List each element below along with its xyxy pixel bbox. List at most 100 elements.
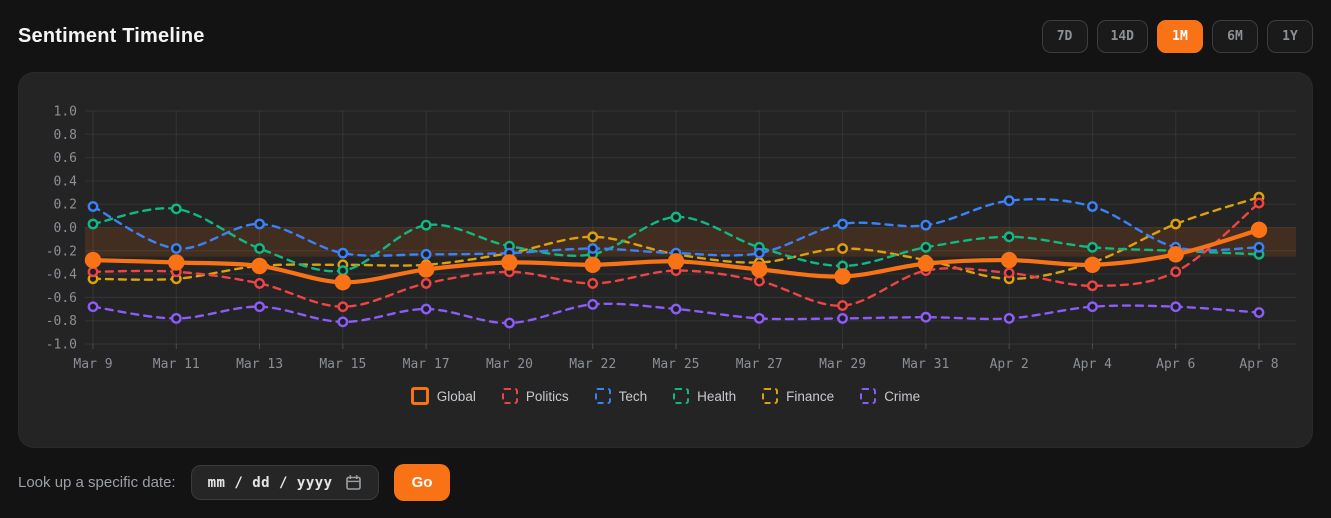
x-tick-label: Mar 27 [736,357,783,372]
gridlines: 1.0 0.8 0.6 0.4 0.2 0.0 -0.2 -0.4 -0.6 -0.8 -1.0 Ma… [46,105,1296,372]
data-point [251,257,268,275]
data-point [420,248,432,260]
data-point [170,312,182,324]
data-point [587,298,599,310]
data-point [87,301,99,313]
data-point [417,261,435,278]
data-point [1250,221,1268,239]
legend-item-finance[interactable]: Finance [762,388,834,404]
data-point [337,265,349,277]
legend-swatch-tech [594,388,611,404]
legend-item-politics[interactable]: Politics [501,388,569,404]
legend-item-health[interactable]: Health [673,388,736,404]
data-point [420,278,432,289]
legend-swatch-crime [860,388,877,404]
page-title: Sentiment Timeline [18,24,205,47]
legend-label: Crime [884,388,921,404]
x-tick-label: Apr 8 [1239,357,1278,372]
chart-panel: 1.0 0.8 0.6 0.4 0.2 0.0 -0.2 -0.4 -0.6 -0.8 -1.0 Ma… [18,72,1313,448]
y-tick-label: 0.6 [54,151,77,166]
y-tick-label: -0.2 [46,244,77,259]
x-tick-label: Apr 6 [1156,357,1195,372]
data-point [170,243,182,254]
y-tick-label: 0.8 [54,128,77,143]
data-point [168,254,185,271]
legend-item-tech[interactable]: Tech [594,388,648,404]
data-point [1003,267,1015,279]
legend-swatch-global [410,387,429,405]
calendar-icon[interactable] [345,474,362,491]
data-point [1087,201,1098,212]
range-button-1m[interactable]: 1M [1157,19,1203,53]
legend-label: Health [697,388,737,404]
data-point [420,219,432,231]
x-tick-label: Mar 13 [236,357,283,372]
data-point [753,275,765,287]
x-tick-label: Mar 11 [153,357,200,372]
data-point [337,301,349,313]
data-point [254,301,265,313]
lookup-label: Look up a specific date: [18,474,176,491]
data-point [501,254,518,271]
y-tick-label: 0.0 [54,221,77,236]
data-point [1003,231,1015,243]
y-tick-label: 1.0 [54,105,77,120]
legend-item-global[interactable]: Global [410,387,476,405]
data-point [834,268,851,285]
data-point [753,312,765,324]
data-point [920,311,932,323]
data-point [837,300,848,311]
legend-swatch-finance [762,388,779,404]
data-point [1170,266,1182,278]
data-point [1170,218,1182,230]
data-point [1000,251,1018,269]
x-tick-label: Mar 22 [569,357,616,372]
x-tick-label: Mar 17 [403,357,450,372]
data-point [254,278,265,289]
y-tick-label: -1.0 [46,338,77,353]
legend-label: Global [436,388,476,404]
legend-item-crime[interactable]: Crime [860,388,920,404]
data-point [504,317,515,329]
data-point [584,256,601,273]
data-point [87,266,99,278]
go-button[interactable]: Go [393,464,451,501]
y-tick-label: -0.8 [46,314,77,329]
range-button-7d[interactable]: 7D [1041,19,1088,53]
legend-label: Finance [786,388,835,404]
legend-swatch-health [673,388,690,404]
data-point [254,218,265,230]
y-tick-label: 0.2 [54,198,77,213]
x-tick-label: Apr 4 [1073,357,1112,372]
legend-label: Tech [618,388,648,404]
data-point [334,274,352,291]
data-point [1003,195,1015,207]
data-point [337,316,349,328]
data-point [751,261,768,278]
series-global [84,221,1268,291]
header: Sentiment Timeline 7D 14D 1M 6M 1Y [0,0,1331,72]
data-point [670,303,682,315]
x-tick-label: Mar 29 [819,357,866,372]
range-button-14d[interactable]: 14D [1096,19,1148,53]
data-point [420,303,432,315]
range-switcher: 7D 14D 1M 6M 1Y [1041,19,1313,53]
data-point [753,247,765,259]
x-tick-label: Apr 2 [990,357,1029,372]
data-point [1084,256,1101,273]
range-button-1y[interactable]: 1Y [1267,19,1313,53]
chart-legend: Global Politics Tech Health Finance Crime [19,387,1312,405]
data-point [920,241,932,253]
data-point [837,312,848,324]
legend-label: Politics [525,388,569,404]
data-point [1087,241,1098,253]
series-crime [87,298,1265,329]
data-point [1167,246,1184,263]
data-point [670,211,682,223]
date-input[interactable]: mm / dd / yyyy [190,465,379,500]
data-point [587,278,599,289]
data-point [87,218,99,230]
series-health [87,203,1265,277]
range-button-6m[interactable]: 6M [1212,19,1258,53]
data-point [84,251,102,269]
